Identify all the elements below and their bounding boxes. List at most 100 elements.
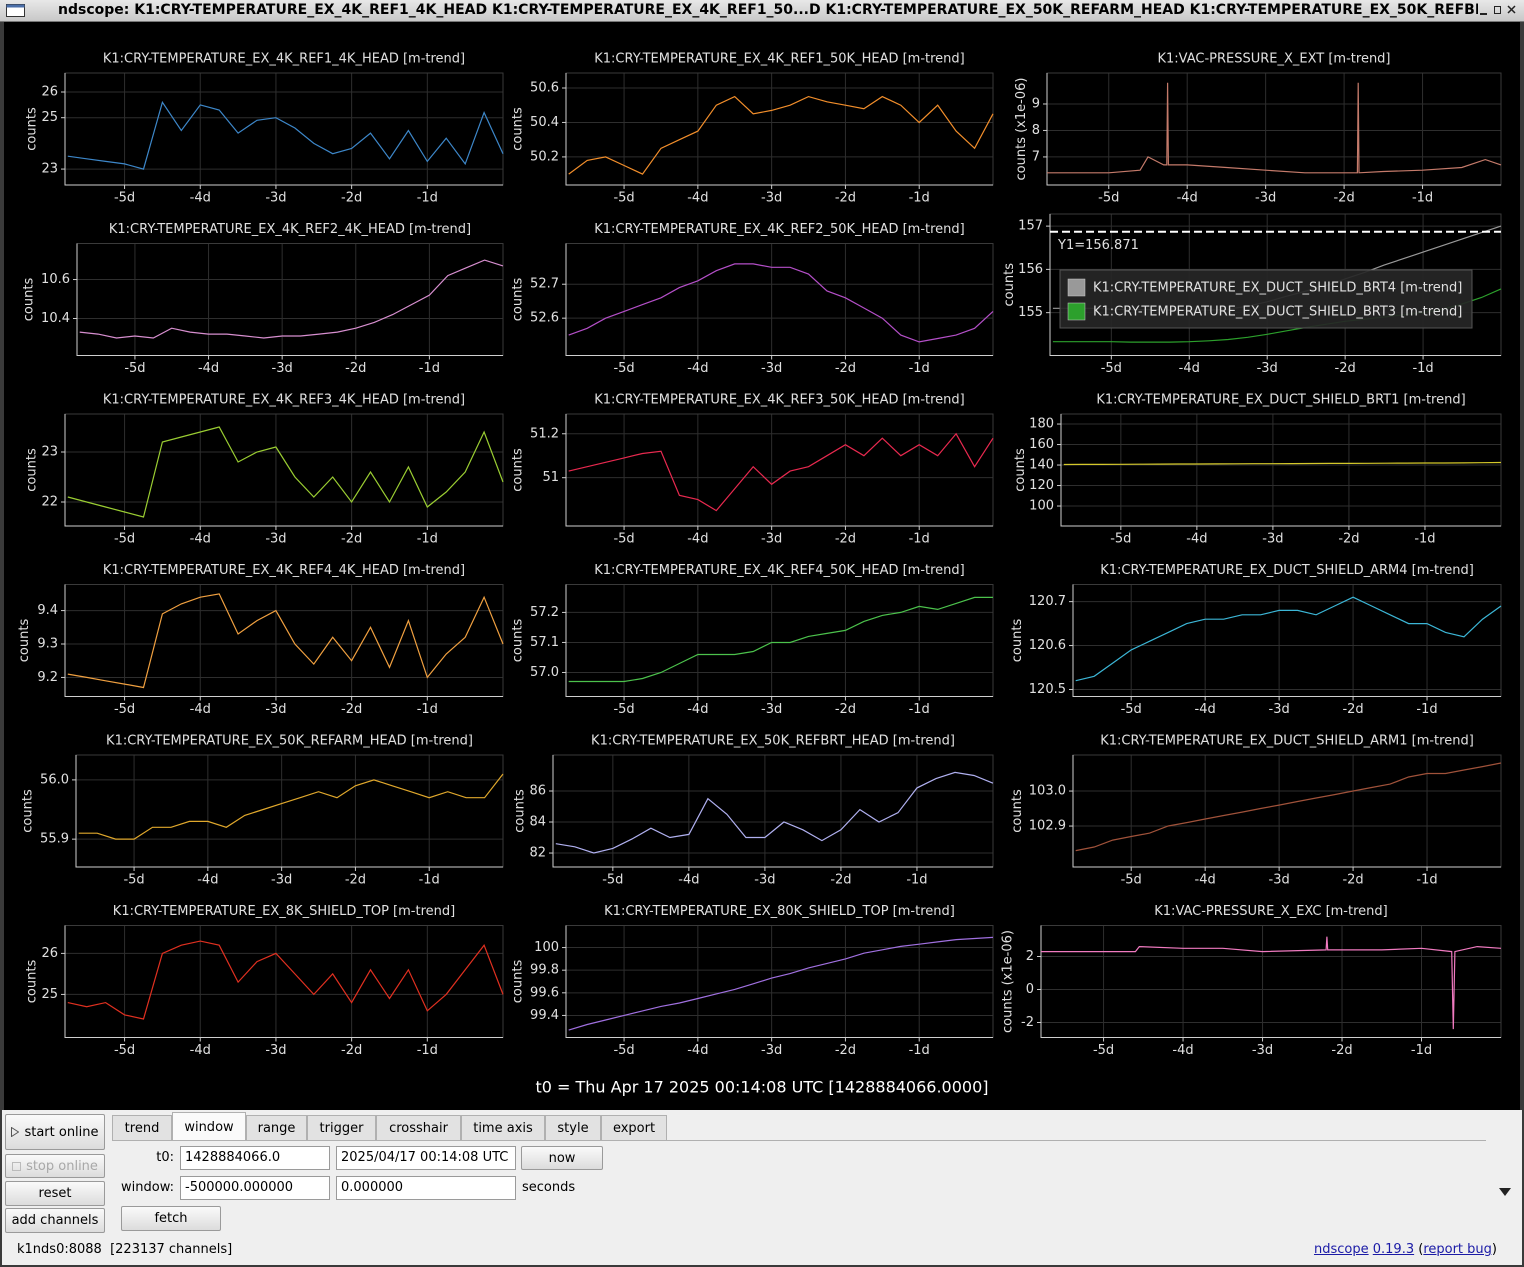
- x-tick-label: -4d: [1195, 702, 1216, 717]
- now-button[interactable]: now: [521, 1146, 603, 1170]
- y-axis-label: counts: [1013, 448, 1028, 492]
- x-tick-label: -3d: [1262, 532, 1283, 547]
- y-tick-label: 51: [542, 470, 559, 485]
- x-tick-label: -1d: [417, 702, 438, 717]
- plot-title: K1:CRY-TEMPERATURE_EX_DUCT_SHIELD_ARM1 […: [1100, 734, 1474, 749]
- y-tick-label: 57.2: [530, 605, 559, 620]
- tab-separator: [112, 1140, 1486, 1141]
- x-tick-label: -2d: [835, 191, 856, 206]
- window-start-input[interactable]: -500000.000000: [180, 1176, 330, 1200]
- tab[interactable]: style: [545, 1115, 601, 1140]
- axis-line: [1040, 925, 1501, 1038]
- cursor-label: Y1=156.871: [1057, 238, 1139, 253]
- plot-title: K1:CRY-TEMPERATURE_EX_8K_SHIELD_TOP [m-t…: [113, 904, 455, 919]
- axis-line: [565, 243, 993, 356]
- y-tick-label: 86: [529, 783, 546, 798]
- add-channels-button[interactable]: add channels: [5, 1208, 105, 1233]
- y-axis-label: counts (x1e-06): [1001, 930, 1016, 1033]
- x-tick-label: -4d: [1186, 532, 1207, 547]
- data-line: [79, 259, 504, 339]
- tab[interactable]: crosshair: [376, 1115, 461, 1140]
- x-tick-label: -3d: [1269, 873, 1290, 888]
- y-tick-label: 100: [1029, 499, 1054, 514]
- y-tick-label: 180: [1029, 417, 1054, 432]
- plot: K1:CRY-TEMPERATURE_EX_4K_REF4_4K_HEAD [m…: [17, 563, 504, 717]
- fetch-button[interactable]: fetch: [121, 1206, 221, 1231]
- x-tick-label: -3d: [265, 1043, 286, 1058]
- x-tick-label: -5d: [1101, 361, 1122, 376]
- plot-title: K1:CRY-TEMPERATURE_EX_4K_REF2_4K_HEAD [m…: [109, 222, 471, 237]
- x-tick-label: -5d: [124, 361, 145, 376]
- window-controls[interactable]: [1478, 4, 1518, 18]
- y-tick-label: 140: [1029, 458, 1054, 473]
- x-tick-label: -5d: [1098, 191, 1119, 206]
- plot: K1:CRY-TEMPERATURE_EX_50K_REFBRT_HEAD [m…: [513, 734, 994, 888]
- x-tick-label: -3d: [265, 191, 286, 206]
- title-bar: ndscope: K1:CRY-TEMPERATURE_EX_4K_REF1_4…: [0, 0, 1524, 22]
- plot: K1:VAC-PRESSURE_X_EXC [m-trend] -2 0 2 -5d -4…: [1001, 904, 1502, 1058]
- x-tick-label: -4d: [1195, 873, 1216, 888]
- y-tick-label: 157: [1018, 219, 1043, 234]
- y-tick-label: 99.4: [530, 1008, 559, 1023]
- y-axis-label: counts: [511, 448, 526, 492]
- y-tick-label: 9: [1032, 96, 1040, 111]
- y-tick-label: 120.7: [1029, 594, 1066, 609]
- plot-title: K1:CRY-TEMPERATURE_EX_4K_REF4_4K_HEAD [m…: [103, 563, 465, 578]
- tab[interactable]: range: [246, 1115, 307, 1140]
- data-line: [67, 593, 504, 689]
- plot: K1:CRY-TEMPERATURE_EX_80K_SHIELD_TOP [m-…: [511, 904, 994, 1058]
- x-tick-label: -2d: [1331, 1043, 1352, 1058]
- plot-area: t0 = Thu Apr 17 2025 00:14:08 UTC [14288…: [4, 22, 1520, 1111]
- app-link[interactable]: ndscope: [1313, 1242, 1369, 1257]
- plot: K1:CRY-TEMPERATURE_EX_4K_REF1_4K_HEAD [m…: [25, 52, 504, 206]
- tab[interactable]: time axis: [461, 1115, 545, 1140]
- x-tick-label: -2d: [1333, 191, 1354, 206]
- y-axis-label: counts: [1010, 619, 1025, 663]
- tab[interactable]: export: [601, 1115, 667, 1140]
- x-tick-label: -5d: [613, 1043, 634, 1058]
- y-tick-label: 120: [1029, 478, 1054, 493]
- report-bug-link[interactable]: report bug: [1423, 1242, 1492, 1257]
- axis-line: [75, 755, 503, 868]
- y-tick-label: 0: [1026, 982, 1034, 997]
- y-axis-label: counts: [511, 619, 526, 663]
- x-tick-label: -3d: [1257, 361, 1278, 376]
- x-tick-label: -2d: [345, 873, 366, 888]
- plot-title: K1:CRY-TEMPERATURE_EX_80K_SHIELD_TOP [m-…: [604, 904, 955, 919]
- tab[interactable]: trigger: [307, 1115, 376, 1140]
- y-tick-label: 23: [41, 162, 58, 177]
- x-tick-label: -2d: [1338, 532, 1359, 547]
- window-end-input[interactable]: 0.000000: [336, 1176, 516, 1200]
- y-tick-label: 26: [41, 946, 58, 961]
- axis-line: [565, 925, 993, 1038]
- x-tick-label: -3d: [761, 532, 782, 547]
- x-tick-label: -2d: [1335, 361, 1356, 376]
- start-online-button[interactable]: start online: [5, 1114, 105, 1150]
- expand-arrow[interactable]: [1498, 1187, 1512, 1197]
- tab[interactable]: trend: [112, 1115, 172, 1140]
- y-tick-label: 120.6: [1029, 638, 1066, 653]
- plot-title: K1:CRY-TEMPERATURE_EX_4K_REF2_50K_HEAD […: [594, 222, 965, 237]
- play-icon: [11, 1127, 20, 1137]
- server: k1nds0:8088: [17, 1242, 102, 1257]
- status-bar: k1nds0:8088 [223137 channels]: [17, 1242, 232, 1257]
- y-axis-label: counts: [17, 619, 32, 663]
- t0-utc-input[interactable]: 2025/04/17 00:14:08 UTC: [336, 1146, 516, 1170]
- t0-text: t0 = Thu Apr 17 2025 00:14:08 UTC [14288…: [535, 1078, 988, 1097]
- x-tick-label: -3d: [1255, 191, 1276, 206]
- x-tick-label: -1d: [419, 873, 440, 888]
- plot: K1:CRY-TEMPERATURE_EX_4K_REF2_4K_HEAD [m…: [22, 222, 504, 376]
- axis-line: [64, 584, 503, 697]
- y-tick-label: 120.5: [1029, 682, 1066, 697]
- y-tick-label: 23: [41, 445, 58, 460]
- reset-button[interactable]: reset: [5, 1181, 105, 1206]
- t0-gps-input[interactable]: 1428884066.0: [180, 1146, 330, 1170]
- version-link[interactable]: 0.19.3: [1372, 1242, 1415, 1257]
- tab[interactable]: window: [172, 1112, 246, 1141]
- x-tick-label: -2d: [345, 361, 366, 376]
- x-tick-label: -5d: [114, 532, 135, 547]
- channel-count: [223137 channels]: [110, 1242, 233, 1257]
- legend-swatch: [1067, 278, 1086, 297]
- data-line: [67, 426, 504, 518]
- y-tick-label: 50.6: [530, 80, 559, 95]
